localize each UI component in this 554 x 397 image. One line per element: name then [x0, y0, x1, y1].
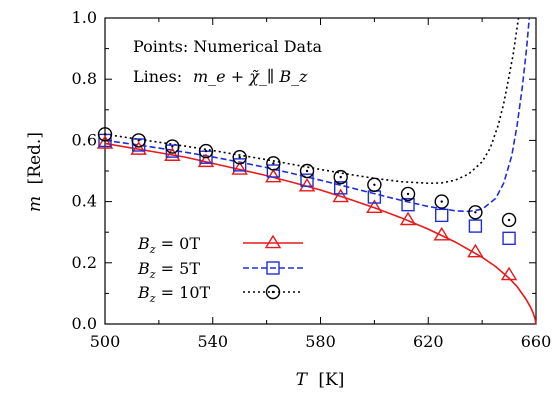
data-point-10T-ring — [266, 156, 281, 171]
y-tick-label: 0.4 — [72, 192, 97, 211]
data-point-0T — [265, 168, 282, 183]
data-point-10T — [266, 156, 281, 171]
y-tick-label: 1.0 — [72, 8, 97, 27]
x-tick-labels: 500 540 580 620 660 — [90, 332, 552, 351]
data-point-10T-ring — [468, 205, 483, 220]
data-point-10T-ring — [501, 212, 517, 228]
x-tick-label: 540 — [197, 332, 228, 351]
data-point-5T — [401, 197, 415, 212]
data-points — [96, 127, 518, 281]
data-point-10T-dot — [238, 156, 241, 159]
series-line-5T — [104, 17, 531, 213]
y-tick-label: 0.2 — [72, 253, 97, 272]
y-tick-label: 0.0 — [72, 314, 97, 333]
data-point-5T — [266, 164, 281, 178]
data-point-10T-dot — [406, 192, 410, 196]
data-point-10T — [131, 133, 146, 148]
y-axis-label: m [Red.] — [25, 132, 45, 212]
data-point-10T-dot — [339, 175, 342, 179]
data-point-0T — [130, 141, 147, 155]
data-point-10T-ring — [97, 127, 113, 142]
data-point-0T — [399, 211, 417, 226]
x-tick-label: 620 — [413, 332, 444, 351]
data-point-10T-dot — [507, 218, 511, 222]
legend-marker-5T — [266, 261, 280, 275]
data-point-10T — [333, 169, 348, 185]
data-point-10T — [299, 163, 315, 179]
legend-label-0T: Bz = 0T — [137, 234, 200, 256]
legend-marker-10T — [265, 284, 281, 300]
data-point-5T — [468, 219, 483, 233]
data-point-0T — [433, 226, 450, 241]
data-point-10T-ring — [198, 143, 214, 159]
data-point-10T-dot — [474, 211, 477, 214]
data-point-10T-ring — [400, 186, 416, 202]
y-tick-label: 0.8 — [72, 69, 97, 88]
data-point-10T — [434, 194, 449, 209]
legend-label-10T: Bz = 10T — [137, 283, 211, 305]
data-point-0T — [332, 188, 349, 203]
tick-marks — [104, 17, 537, 325]
data-point-0T — [231, 161, 248, 175]
legend-marker-0T — [264, 234, 282, 249]
data-point-10T — [501, 212, 517, 228]
x-axis-label: T [K] — [296, 370, 345, 390]
legend-label-5T: Bz = 5T — [137, 259, 200, 281]
y-tick-labels: 0.0 0.2 0.4 0.6 0.8 1.0 — [72, 8, 97, 333]
data-point-10T-dot — [137, 139, 140, 142]
data-point-0T — [298, 177, 316, 192]
data-point-10T-ring — [434, 194, 449, 209]
data-point-10T-ring — [232, 150, 247, 165]
data-point-10T-dot — [305, 169, 309, 173]
data-point-10T-ring — [131, 133, 146, 148]
data-point-10T-dot — [272, 162, 275, 165]
plot-frame — [104, 17, 537, 325]
data-point-10T-ring — [165, 139, 180, 154]
data-point-10T-dot — [171, 145, 174, 148]
data-point-10T — [232, 150, 247, 165]
x-tick-label: 580 — [305, 332, 336, 351]
data-point-5T — [334, 181, 348, 195]
data-point-0T — [164, 147, 181, 161]
fit-lines — [104, 17, 537, 325]
x-tick-label: 660 — [521, 332, 552, 351]
data-point-0T — [467, 243, 484, 258]
data-point-5T — [435, 208, 449, 223]
data-point-10T — [468, 205, 483, 220]
data-point-5T — [300, 173, 314, 187]
data-point-10T-dot — [373, 183, 376, 186]
x-tick-label: 500 — [90, 332, 121, 351]
data-point-10T-ring — [367, 177, 382, 192]
data-point-0T — [96, 135, 114, 149]
data-point-10T — [165, 139, 180, 154]
lines-annotation-prefix: Lines: — [133, 67, 182, 86]
data-point-0T — [366, 199, 383, 213]
data-point-0T — [500, 266, 518, 281]
lines-annotation-formula: m_e + χ̃_∥ B_z — [193, 67, 308, 86]
data-point-10T-dot — [204, 149, 208, 153]
data-point-10T-ring — [333, 169, 348, 185]
data-point-0T — [197, 153, 215, 168]
series-line-0T — [104, 142, 537, 325]
data-point-5T — [232, 158, 247, 172]
data-point-10T-dot — [440, 200, 443, 203]
data-point-10T — [198, 143, 214, 159]
data-point-5T — [165, 144, 180, 158]
legend-marker-10T-ring — [265, 284, 281, 300]
data-point-10T — [400, 186, 416, 202]
legend-marker-10T-dot — [271, 290, 275, 294]
points-annotation: Points: Numerical Data — [133, 37, 323, 56]
data-point-5T — [502, 231, 516, 246]
data-point-10T — [97, 127, 113, 142]
data-point-5T — [131, 138, 146, 152]
data-point-10T — [367, 177, 382, 192]
y-tick-label: 0.6 — [72, 130, 97, 149]
data-point-10T-dot — [103, 133, 107, 136]
data-point-10T-ring — [299, 163, 315, 179]
